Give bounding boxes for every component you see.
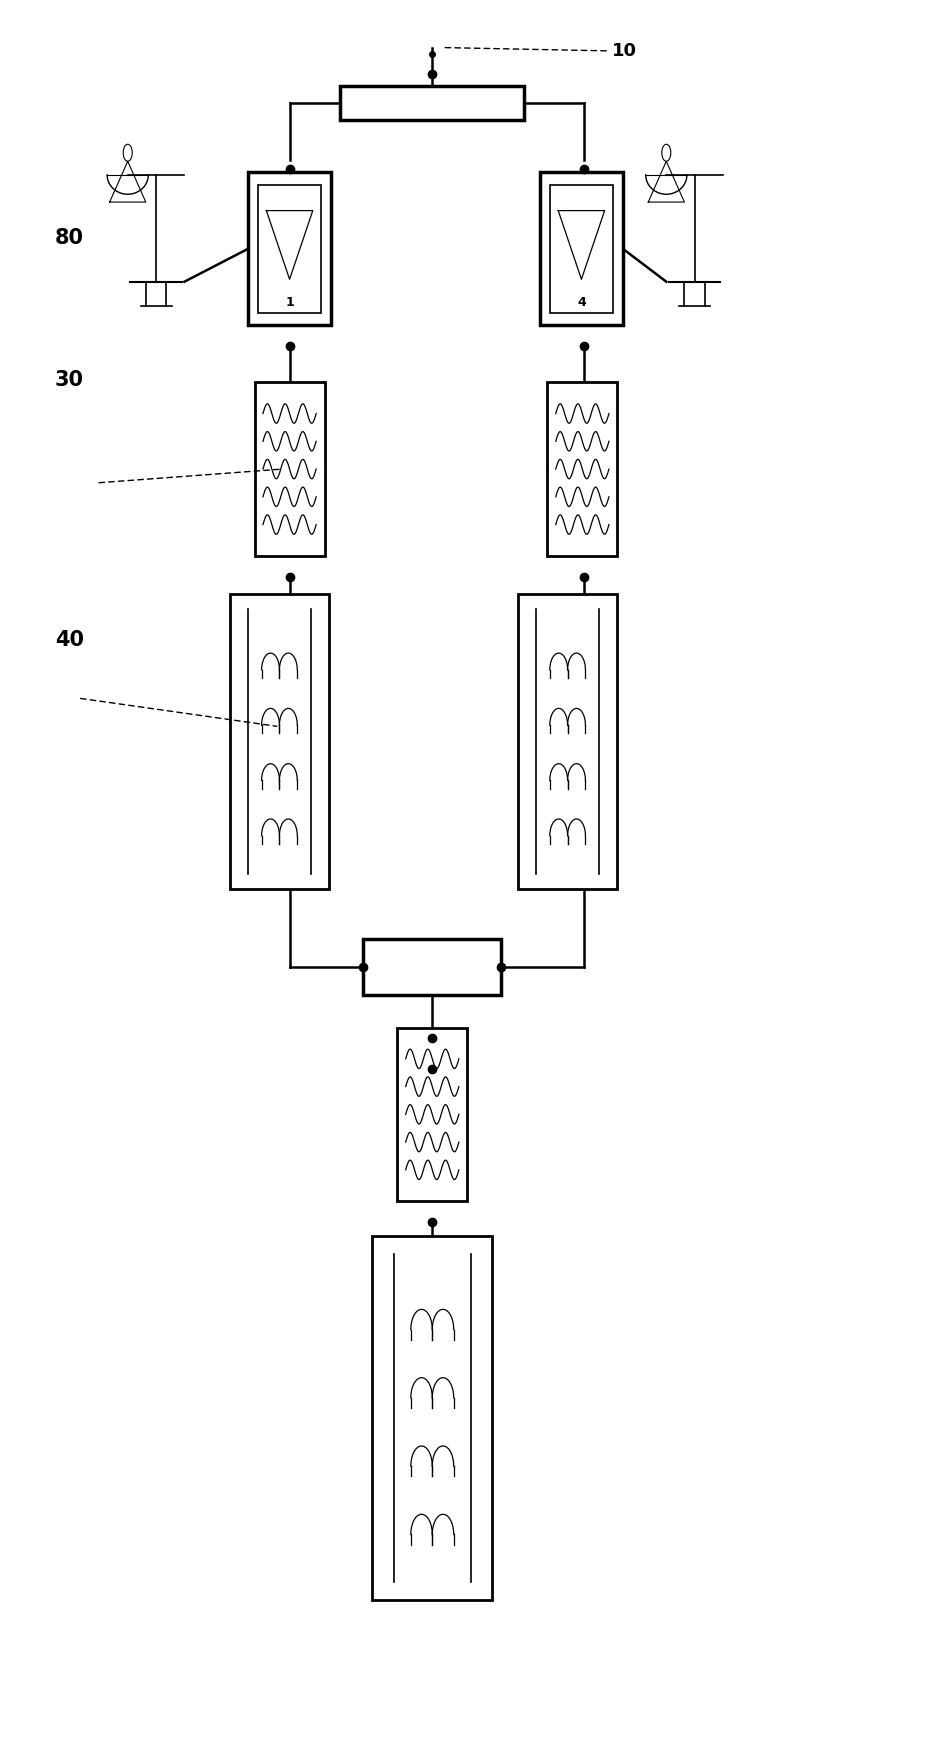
Text: 30: 30 — [55, 370, 84, 390]
Text: 80: 80 — [55, 228, 84, 248]
Bar — [397, 1028, 467, 1201]
Bar — [547, 382, 617, 556]
Bar — [248, 173, 330, 326]
Bar — [539, 173, 622, 326]
Text: 10: 10 — [444, 42, 636, 61]
Text: 4: 4 — [576, 296, 586, 309]
Bar — [372, 1236, 492, 1600]
Bar — [549, 185, 612, 312]
Bar — [258, 185, 321, 312]
Text: 1: 1 — [285, 296, 293, 309]
Bar — [517, 594, 617, 889]
Bar — [229, 594, 329, 889]
Text: 40: 40 — [55, 629, 84, 650]
Bar — [340, 85, 523, 120]
Bar — [254, 382, 324, 556]
Bar — [363, 939, 501, 995]
